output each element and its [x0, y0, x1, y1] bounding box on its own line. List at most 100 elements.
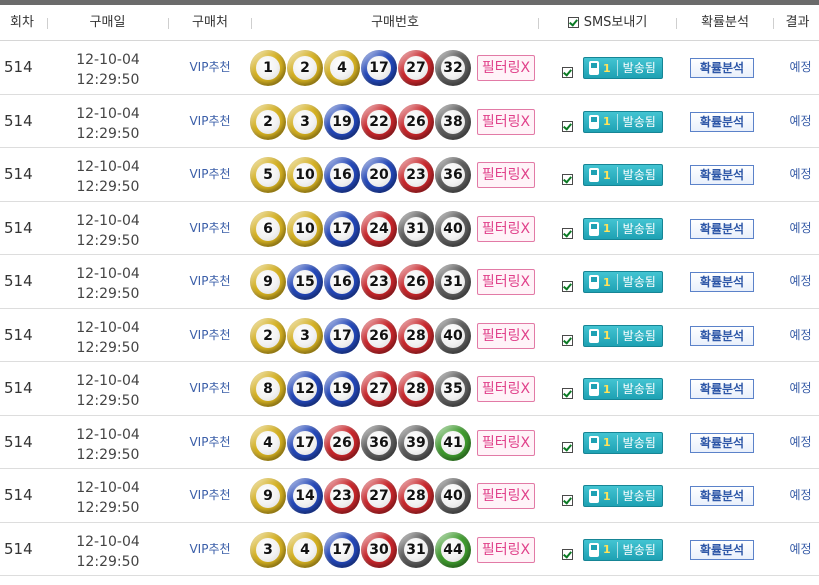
date-cell: 12-10-04 12:29:50 [52, 532, 164, 572]
store-link[interactable]: VIP추천 [189, 113, 231, 128]
store-link[interactable]: VIP추천 [189, 381, 231, 395]
sms-checkbox-wrap [562, 275, 573, 294]
purchase-time: 12:29:50 [76, 339, 140, 356]
sms-sent-button[interactable]: 1 발송됨 [583, 217, 663, 240]
sms-checkbox[interactable] [562, 548, 573, 560]
sms-checkbox[interactable] [562, 281, 573, 292]
sms-checkbox[interactable] [562, 174, 573, 185]
lotto-ball: 31 [398, 531, 434, 568]
sms-count: 1 [603, 436, 611, 449]
filter-button[interactable]: 필터링X [477, 429, 535, 456]
lotto-ball: 26 [398, 103, 434, 140]
filter-button[interactable]: 필터링X [477, 162, 535, 188]
sms-sent-button[interactable]: 1 발송됨 [583, 324, 663, 347]
sms-sent-button[interactable]: 1 발송됨 [583, 57, 663, 79]
sms-checkbox-wrap [562, 329, 573, 348]
lotto-ball-number: 28 [404, 377, 428, 401]
store-link[interactable]: VIP추천 [189, 220, 231, 235]
probability-analysis-button[interactable]: 확률분석 [690, 486, 754, 506]
sms-sent-button[interactable]: 1 발송됨 [583, 538, 663, 561]
round-cell: 514 [4, 379, 33, 397]
header-date: 구매일 [89, 15, 126, 30]
probability-analysis-button[interactable]: 확률분석 [690, 432, 754, 453]
sms-sent-button[interactable]: 1 발송됨 [583, 164, 663, 186]
lotto-ball: 24 [361, 210, 397, 247]
purchase-time: 12:29:50 [76, 72, 140, 88]
filter-button[interactable]: 필터링X [477, 322, 535, 349]
lotto-ball-number: 15 [293, 270, 317, 294]
sms-checkbox-wrap [562, 382, 573, 401]
sms-checkbox[interactable] [562, 388, 573, 399]
lotto-ball: 40 [435, 317, 471, 354]
filter-button[interactable]: 필터링X [477, 269, 535, 295]
store-link[interactable]: VIP추천 [189, 274, 231, 288]
lotto-ball: 14 [287, 478, 323, 514]
lotto-ball: 40 [435, 210, 471, 247]
lotto-ball: 31 [398, 210, 434, 247]
lotto-ball: 9 [250, 264, 286, 300]
store-link[interactable]: VIP추천 [189, 488, 231, 502]
ball-group: 4 17 26 36 39 41 [250, 424, 471, 461]
sms-sent-button[interactable]: 1 발송됨 [583, 110, 663, 133]
probability-analysis-button[interactable]: 확률분석 [690, 325, 754, 346]
lotto-ball-number: 27 [404, 56, 428, 80]
lotto-ball: 23 [398, 157, 434, 193]
purchase-date: 12-10-04 [76, 159, 140, 175]
result-cell: 예정 [789, 113, 812, 128]
filter-button[interactable]: 필터링X [477, 376, 535, 402]
sms-checkbox[interactable] [562, 334, 573, 346]
sms-sent-button[interactable]: 1 발송됨 [583, 271, 663, 293]
lotto-ball-number: 27 [367, 484, 391, 508]
purchase-time: 12:29:50 [76, 232, 140, 249]
lotto-ball: 28 [398, 371, 434, 407]
lotto-ball: 17 [324, 531, 360, 568]
store-link[interactable]: VIP추천 [189, 60, 231, 74]
filter-button[interactable]: 필터링X [477, 215, 535, 242]
table-row: 514 12-10-04 12:29:50 VIP추천 9 15 16 23 26 31 … [0, 255, 819, 309]
sms-checkbox[interactable] [562, 441, 573, 453]
round-cell: 514 [4, 272, 33, 290]
sms-count: 1 [603, 222, 611, 235]
sms-sent-button[interactable]: 1 발송됨 [583, 378, 663, 400]
result-cell: 예정 [789, 434, 812, 449]
filter-button[interactable]: 필터링X [477, 108, 535, 135]
ball-group: 6 10 17 24 31 40 [250, 210, 471, 247]
filter-button[interactable]: 필터링X [477, 483, 535, 509]
header-divider [251, 18, 252, 29]
purchase-time: 12:29:50 [76, 500, 140, 516]
phone-icon [589, 542, 599, 557]
lotto-ball-number: 3 [293, 323, 317, 348]
probability-analysis-button[interactable]: 확률분석 [690, 165, 754, 185]
store-link[interactable]: VIP추천 [189, 541, 231, 556]
sms-sent-button[interactable]: 1 발송됨 [583, 485, 663, 507]
sms-checkbox[interactable] [562, 67, 573, 78]
lotto-ball-number: 16 [330, 270, 354, 294]
probability-analysis-button[interactable]: 확률분석 [690, 379, 754, 399]
lotto-ball-number: 31 [441, 270, 465, 294]
lotto-ball-number: 36 [441, 163, 465, 187]
lotto-ball: 20 [361, 157, 397, 193]
lotto-ball-number: 4 [330, 56, 354, 80]
phone-icon [589, 114, 599, 129]
sms-checkbox[interactable] [562, 495, 573, 506]
result-cell: 예정 [789, 167, 812, 181]
filter-button[interactable]: 필터링X [477, 55, 535, 81]
phone-icon [589, 382, 599, 396]
lotto-ball-number: 19 [330, 377, 354, 401]
lotto-ball-number: 32 [441, 56, 465, 80]
probability-analysis-button[interactable]: 확률분석 [690, 58, 754, 78]
select-all-sms-checkbox[interactable] [567, 17, 579, 28]
sms-checkbox[interactable] [562, 227, 573, 239]
sms-checkbox[interactable] [562, 120, 573, 132]
probability-analysis-button[interactable]: 확률분석 [690, 272, 754, 292]
sms-sent-button[interactable]: 1 발송됨 [583, 431, 663, 454]
filter-button[interactable]: 필터링X [477, 536, 535, 563]
sms-status-label: 발송됨 [616, 488, 656, 504]
store-link[interactable]: VIP추천 [189, 434, 231, 449]
probability-analysis-button[interactable]: 확률분석 [690, 111, 754, 132]
lotto-ball: 27 [398, 50, 434, 86]
store-link[interactable]: VIP추천 [189, 167, 231, 181]
probability-analysis-button[interactable]: 확률분석 [690, 218, 754, 239]
probability-analysis-button[interactable]: 확률분석 [690, 539, 754, 560]
store-link[interactable]: VIP추천 [189, 327, 231, 342]
